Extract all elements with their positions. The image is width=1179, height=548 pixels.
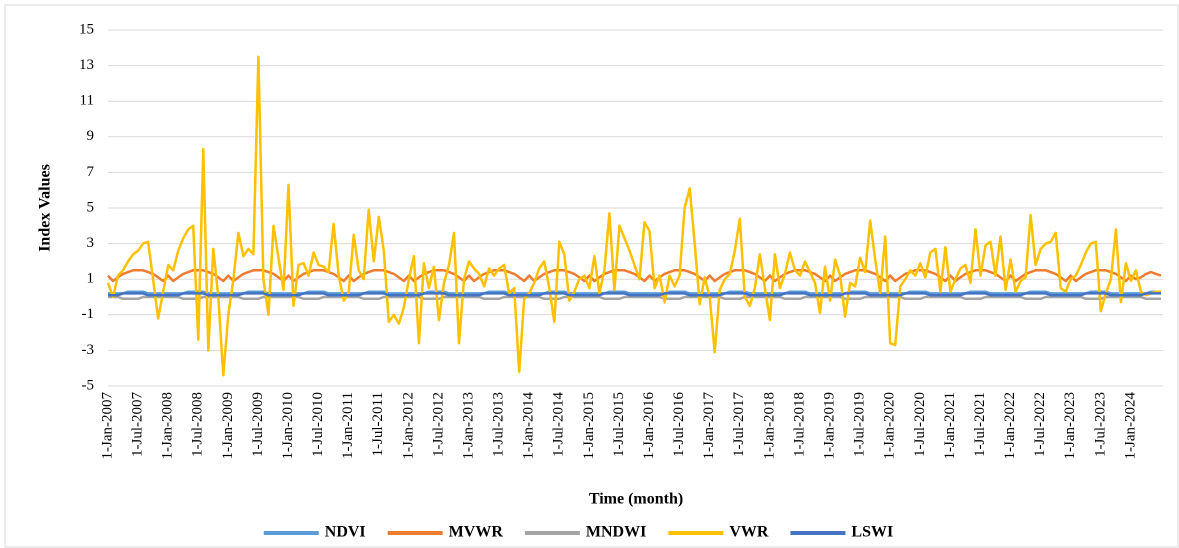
series-line: [106, 55, 1161, 377]
x-tick-label: 1-Jul-2008: [190, 392, 206, 457]
x-tick-label: 1-Jul-2014: [551, 392, 567, 457]
x-tick-label: 1-Jul-2007: [130, 392, 146, 457]
legend-label: NDVI: [325, 524, 366, 541]
x-tick-label: 1-Jan-2010: [280, 392, 296, 460]
y-tick-label: 3: [87, 235, 95, 251]
x-axis-title: Time (month): [589, 491, 683, 508]
y-tick-label: 5: [87, 199, 95, 215]
y-tick-label: 15: [79, 21, 94, 37]
x-tick-label: 1-Jan-2021: [942, 392, 958, 460]
x-tick-label: 1-Jan-2008: [160, 392, 176, 460]
x-tick-label: 1-Jan-2015: [581, 392, 597, 460]
y-tick-label: 7: [87, 164, 95, 180]
y-tick-label: -5: [82, 377, 95, 393]
x-tick-label: 1-Jan-2023: [1062, 392, 1078, 460]
x-tick-label: 1-Jul-2009: [250, 392, 266, 457]
x-tick-label: 1-Jul-2022: [1032, 392, 1048, 457]
legend-label: VWR: [729, 524, 769, 541]
x-tick-label: 1-Jul-2010: [310, 392, 326, 457]
series-line: [108, 290, 1161, 295]
y-axis-title: Index Values: [37, 164, 54, 252]
x-tick-label: 1-Jan-2018: [761, 392, 777, 460]
x-tick-label: 1-Jan-2022: [1002, 392, 1018, 460]
x-tick-label: 1-Jul-2023: [1092, 392, 1108, 457]
legend-label: MVWR: [449, 524, 504, 541]
x-tick-label: 1-Jan-2020: [882, 392, 898, 460]
x-tick-label: 1-Jan-2011: [340, 392, 356, 459]
x-tick-label: 1-Jul-2020: [912, 392, 928, 457]
series-line: [108, 295, 1161, 301]
y-tick-label: 13: [79, 57, 94, 73]
y-tick-label: 9: [87, 128, 95, 144]
x-tick-label: 1-Jul-2019: [852, 392, 868, 457]
y-tick-label: -3: [82, 342, 95, 358]
legend-label: MNDWI: [586, 524, 646, 541]
x-tick-label: 1-Jul-2012: [430, 392, 446, 457]
legend-label: LSWI: [851, 524, 893, 541]
x-tick-label: 1-Jan-2014: [521, 392, 537, 460]
x-tick-label: 1-Jan-2017: [701, 392, 717, 460]
x-tick-label: 1-Jan-2007: [99, 392, 115, 460]
y-tick-label: 11: [80, 93, 94, 109]
x-tick-label: 1-Jul-2013: [491, 392, 507, 457]
x-tick-label: 1-Jan-2024: [1122, 392, 1138, 460]
x-tick-label: 1-Jan-2019: [821, 392, 837, 460]
x-tick-label: 1-Jul-2016: [671, 392, 687, 457]
y-tick-label: -1: [82, 306, 95, 322]
y-tick-label: 1: [87, 271, 95, 287]
x-tick-label: 1-Jul-2011: [370, 392, 386, 456]
x-tick-label: 1-Jul-2018: [791, 392, 807, 457]
x-tick-label: 1-Jul-2015: [611, 392, 627, 457]
series-line: [108, 292, 1161, 297]
x-tick-label: 1-Jan-2012: [400, 392, 416, 460]
x-tick-label: 1-Jan-2016: [641, 392, 657, 460]
x-tick-label: 1-Jul-2017: [731, 392, 747, 457]
x-tick-label: 1-Jan-2009: [220, 392, 236, 460]
x-tick-label: 1-Jan-2013: [460, 392, 476, 460]
x-tick-label: 1-Jul-2021: [972, 392, 988, 457]
